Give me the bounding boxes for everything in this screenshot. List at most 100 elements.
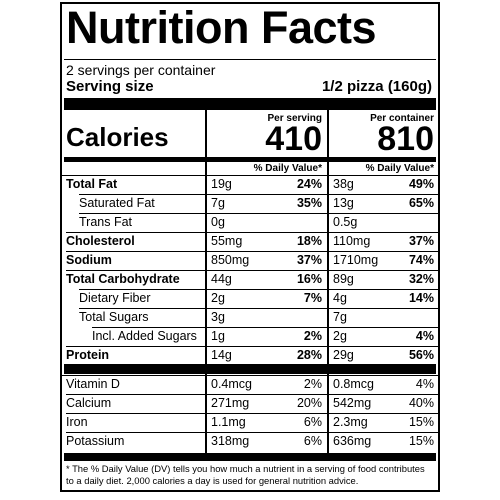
amount: 14g xyxy=(211,348,232,362)
row-line xyxy=(79,194,438,195)
thick-bar xyxy=(64,98,436,110)
amount: 89g xyxy=(333,272,354,286)
nutrition-label: Nutrition Facts 2 servings per container… xyxy=(60,2,440,492)
row-line xyxy=(66,346,438,347)
amount: 0.4mcg xyxy=(211,377,252,391)
daily-value: 2% xyxy=(303,329,322,343)
calories-label: Calories xyxy=(66,122,169,152)
amount: 0g xyxy=(211,215,225,229)
daily-value: 6% xyxy=(303,434,322,448)
amount: 1g xyxy=(211,329,225,343)
row-line xyxy=(79,308,438,309)
amount: 2g xyxy=(211,291,225,305)
amount: 318mg xyxy=(211,434,250,448)
amount: 19g xyxy=(211,177,232,191)
nutrient-name: Total Carbohydrate xyxy=(66,272,180,286)
nutrient-row: Total Carbohydrate 44g 16% 89g 32% xyxy=(62,270,438,289)
row-line xyxy=(79,289,438,290)
nutrient-name: Incl. Added Sugars xyxy=(92,329,197,343)
amount: 44g xyxy=(211,272,232,286)
amount: 0.8mcg xyxy=(333,377,374,391)
amount: 3g xyxy=(211,310,225,324)
daily-value: 7% xyxy=(303,291,322,305)
nutrient-name: Vitamin D xyxy=(66,377,120,391)
nutrient-row: Calcium 271mg 20% 542mg 40% xyxy=(62,394,438,413)
daily-value: 65% xyxy=(408,196,434,210)
daily-value: 35% xyxy=(296,196,322,210)
row-line xyxy=(66,394,438,395)
medium-bar xyxy=(64,157,436,162)
nutrient-name: Sodium xyxy=(66,253,112,267)
daily-value: 49% xyxy=(408,177,434,191)
daily-value: 6% xyxy=(303,415,322,429)
title: Nutrition Facts xyxy=(66,2,377,53)
nutrient-name: Trans Fat xyxy=(79,215,133,229)
row-line xyxy=(66,413,438,414)
nutrient-row: Vitamin D 0.4mcg 2% 0.8mcg 4% xyxy=(62,375,438,394)
nutrient-name: Iron xyxy=(66,415,88,429)
nutrient-row: Iron 1.1mg 6% 2.3mg 15% xyxy=(62,413,438,432)
nutrient-row: Dietary Fiber 2g 7% 4g 14% xyxy=(62,289,438,308)
nutrient-row: Potassium 318mg 6% 636mg 15% xyxy=(62,432,438,451)
amount: 29g xyxy=(333,348,354,362)
nutrient-row: Total Sugars 3g 7g xyxy=(62,308,438,327)
amount: 850mg xyxy=(211,253,250,267)
serving-heading: Per serving xyxy=(267,113,322,124)
amount: 271mg xyxy=(211,396,250,410)
row-line xyxy=(79,213,438,214)
daily-value: 28% xyxy=(296,348,322,362)
daily-value: 16% xyxy=(296,272,322,286)
amount: 38g xyxy=(333,177,354,191)
amount: 7g xyxy=(333,310,347,324)
daily-value: 4% xyxy=(415,329,434,343)
thick-bar xyxy=(64,364,436,374)
container-calories: 810 xyxy=(377,120,434,158)
row-line xyxy=(66,232,438,233)
thick-bar xyxy=(64,453,436,461)
amount: 0.5g xyxy=(333,215,358,229)
amount: 4g xyxy=(333,291,347,305)
daily-value: 18% xyxy=(296,234,322,248)
daily-value: 24% xyxy=(296,177,322,191)
amount: 110mg xyxy=(333,234,371,248)
nutrient-name: Calcium xyxy=(66,396,112,410)
column-divider xyxy=(205,110,207,453)
daily-value: 4% xyxy=(415,377,434,391)
amount: 2g xyxy=(333,329,347,343)
nutrient-name: Cholesterol xyxy=(66,234,135,248)
nutrient-row: Protein 14g 28% 29g 56% xyxy=(62,346,438,365)
daily-value: 74% xyxy=(408,253,434,267)
footnote: * The % Daily Value (DV) tells you how m… xyxy=(66,463,425,486)
daily-value: 15% xyxy=(408,415,434,429)
amount: 7g xyxy=(211,196,225,210)
amount: 2.3mg xyxy=(333,415,368,429)
dv-heading: % Daily Value* xyxy=(365,163,434,174)
daily-value: 2% xyxy=(303,377,322,391)
nutrient-row: Incl. Added Sugars 1g 2% 2g 4% xyxy=(62,327,438,346)
amount: 636mg xyxy=(333,434,372,448)
nutrient-name: Total Sugars xyxy=(79,310,149,324)
daily-value: 56% xyxy=(408,348,434,362)
nutrient-row: Total Fat 19g 24% 38g 49% xyxy=(62,175,438,194)
daily-value: 37% xyxy=(408,234,434,248)
row-line xyxy=(66,251,438,252)
nutrient-name: Dietary Fiber xyxy=(79,291,151,305)
daily-value: 37% xyxy=(296,253,322,267)
nutrient-name: Protein xyxy=(66,348,110,362)
divider xyxy=(64,59,436,60)
daily-value: 14% xyxy=(408,291,434,305)
daily-value: 32% xyxy=(408,272,434,286)
container-heading: Per container xyxy=(370,113,434,124)
serving-size: 1/2 pizza (160g) xyxy=(321,78,432,95)
column-divider xyxy=(327,110,329,453)
row-line xyxy=(62,175,438,176)
nutrient-row: Cholesterol 55mg 18% 110mg 37% xyxy=(62,232,438,251)
serving-calories: 410 xyxy=(265,120,322,158)
row-line xyxy=(66,432,438,433)
nutrient-row: Trans Fat 0g 0.5g xyxy=(62,213,438,232)
servings: 2 servings per container xyxy=(66,62,216,78)
nutrient-name: Total Fat xyxy=(66,177,118,191)
daily-value: 20% xyxy=(296,396,322,410)
nutrient-row: Sodium 850mg 37% 1710mg 74% xyxy=(62,251,438,270)
